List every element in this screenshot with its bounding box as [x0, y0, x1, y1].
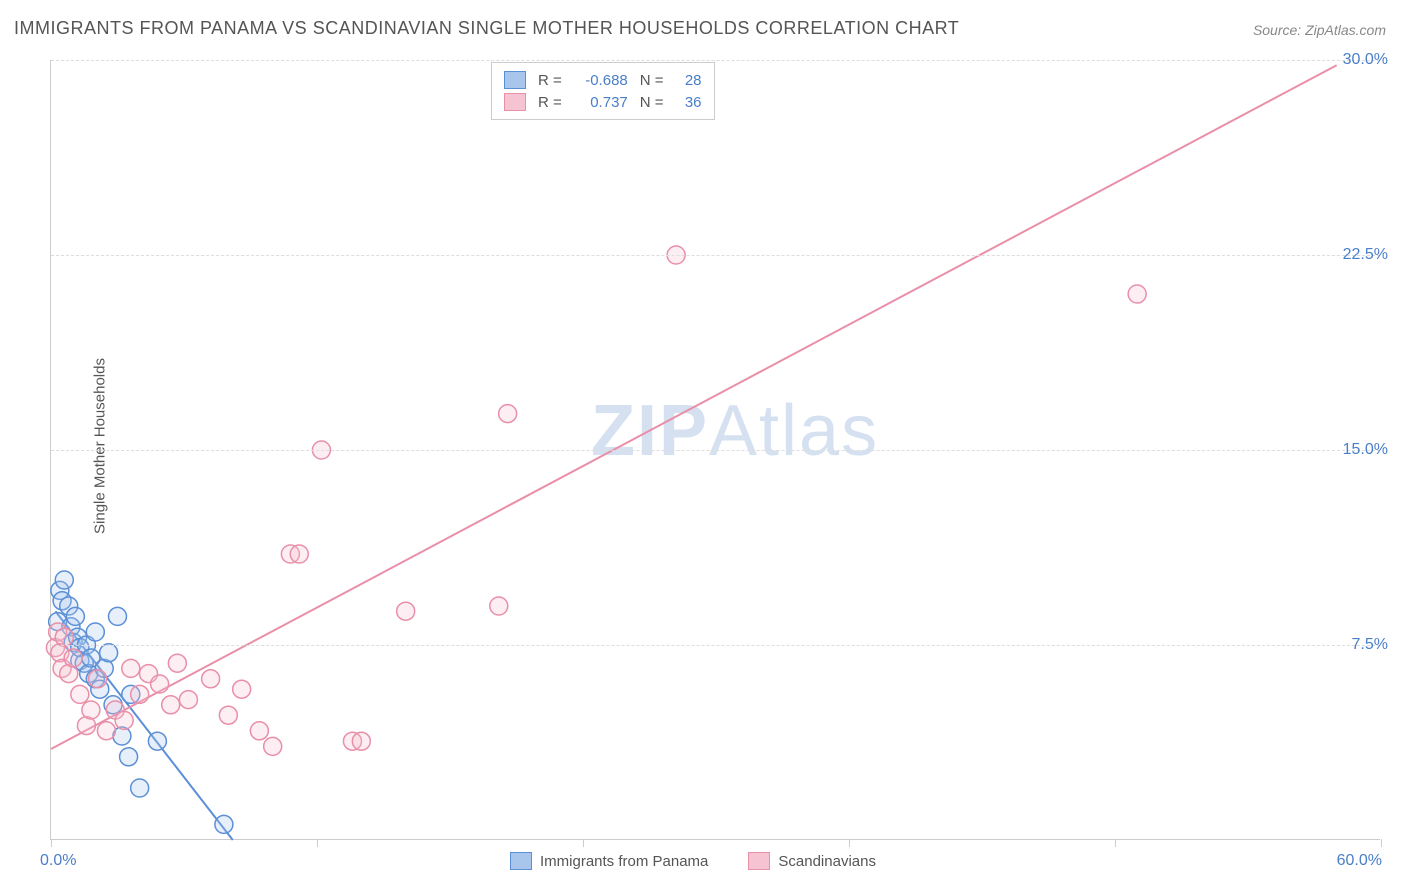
legend-row-scandinavian: R = 0.737 N = 36 — [504, 91, 702, 113]
legend-row-panama: R = -0.688 N = 28 — [504, 69, 702, 91]
legend-label: Scandinavians — [778, 853, 876, 870]
data-point — [55, 571, 73, 589]
data-point — [264, 737, 282, 755]
data-point — [86, 623, 104, 641]
gridline — [51, 255, 1380, 256]
data-point — [109, 607, 127, 625]
data-point — [490, 597, 508, 615]
swatch-scandinavian — [504, 93, 526, 111]
data-point — [115, 711, 133, 729]
y-tick-label: 15.0% — [1343, 441, 1388, 459]
data-point — [97, 722, 115, 740]
data-point — [82, 701, 100, 719]
data-point — [55, 628, 73, 646]
x-tick — [317, 839, 318, 847]
r-value-panama: -0.688 — [570, 72, 628, 89]
data-point — [290, 545, 308, 563]
gridline — [51, 450, 1380, 451]
y-tick-label: 22.5% — [1343, 246, 1388, 264]
n-label: N = — [640, 72, 664, 89]
legend-item: Immigrants from Panama — [510, 852, 708, 870]
gridline — [51, 645, 1380, 646]
data-point — [64, 649, 82, 667]
data-point — [66, 607, 84, 625]
n-value-scandinavian: 36 — [672, 94, 702, 111]
data-point — [219, 706, 237, 724]
legend-swatch — [510, 852, 532, 870]
y-tick-label: 30.0% — [1343, 51, 1388, 69]
source-attribution: Source: ZipAtlas.com — [1253, 22, 1386, 38]
x-origin-tick-label: 0.0% — [40, 852, 76, 870]
data-point — [162, 696, 180, 714]
legend-swatch — [748, 852, 770, 870]
data-point — [202, 670, 220, 688]
data-point — [100, 644, 118, 662]
x-tick — [1381, 839, 1382, 847]
data-point — [179, 691, 197, 709]
n-label: N = — [640, 94, 664, 111]
x-tick — [1115, 839, 1116, 847]
data-point — [71, 685, 89, 703]
data-point — [1128, 285, 1146, 303]
data-point — [148, 732, 166, 750]
data-point — [352, 732, 370, 750]
data-point — [168, 654, 186, 672]
data-point — [499, 405, 517, 423]
r-label: R = — [538, 94, 562, 111]
r-label: R = — [538, 72, 562, 89]
data-point — [122, 659, 140, 677]
chart-title: IMMIGRANTS FROM PANAMA VS SCANDINAVIAN S… — [14, 18, 959, 39]
data-point — [131, 685, 149, 703]
swatch-panama — [504, 71, 526, 89]
data-point — [120, 748, 138, 766]
plot-area: ZIPAtlas R = -0.688 N = 28 R = 0.737 N =… — [50, 60, 1380, 840]
r-value-scandinavian: 0.737 — [570, 94, 628, 111]
x-tick — [51, 839, 52, 847]
data-point — [250, 722, 268, 740]
n-value-panama: 28 — [672, 72, 702, 89]
legend-label: Immigrants from Panama — [540, 853, 708, 870]
bottom-legend: Immigrants from Panama Scandinavians — [510, 852, 876, 870]
data-point — [89, 670, 107, 688]
x-tick — [849, 839, 850, 847]
legend-item: Scandinavians — [748, 852, 876, 870]
x-max-tick-label: 60.0% — [1337, 852, 1382, 870]
data-point — [131, 779, 149, 797]
data-point — [151, 675, 169, 693]
x-tick — [583, 839, 584, 847]
gridline — [51, 60, 1380, 61]
data-point — [397, 602, 415, 620]
data-point — [215, 815, 233, 833]
trend-line — [51, 65, 1337, 749]
correlation-legend: R = -0.688 N = 28 R = 0.737 N = 36 — [491, 62, 715, 120]
data-point — [233, 680, 251, 698]
y-tick-label: 7.5% — [1352, 636, 1388, 654]
